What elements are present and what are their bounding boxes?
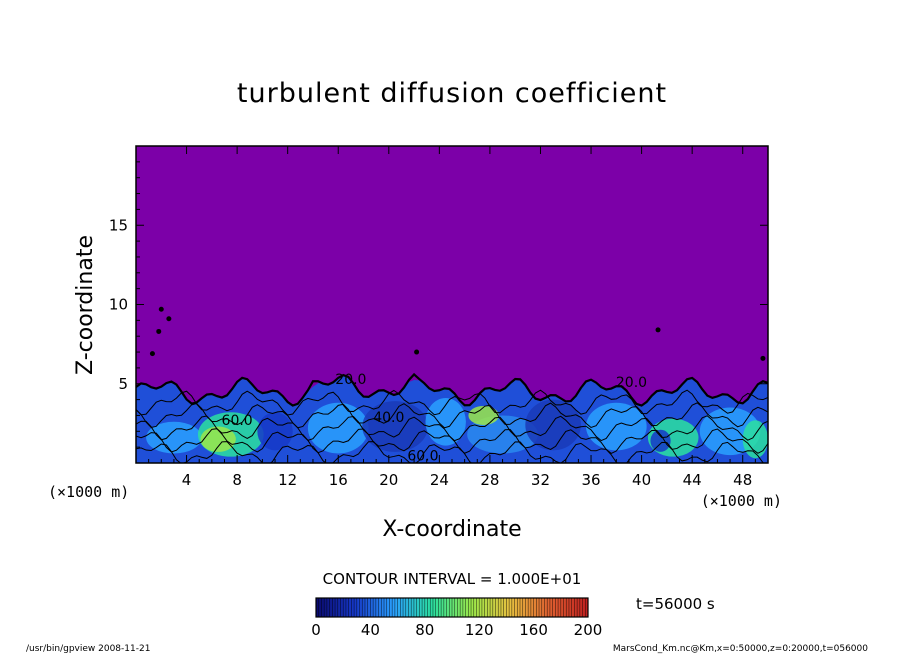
contour-label: 20.0: [616, 375, 647, 391]
eddy-region: [425, 398, 466, 446]
isolated-cell: [158, 306, 164, 312]
x-tick-label: 20: [379, 471, 398, 489]
y-tick-group: 5 10 15: [109, 161, 768, 448]
footer-right: MarsCond_Km.nc@Km,x=0:50000,z=0:20000,t=…: [613, 644, 868, 654]
footer-left: /usr/bin/gpview 2008-11-21: [26, 644, 150, 654]
eddy-region: [362, 401, 428, 452]
contour-line-top: [136, 372, 768, 407]
isolated-cell: [414, 349, 420, 355]
contour-interval-label: CONTOUR INTERVAL = 1.000E+01: [323, 570, 582, 588]
x-tick-label: 44: [683, 471, 702, 489]
colorbar-tick-label: 0: [311, 621, 321, 639]
colorbar-tick-label: 120: [465, 621, 494, 639]
colorbar-tick-label: 200: [574, 621, 603, 639]
contour-line: [136, 415, 768, 442]
eddy-region: [307, 402, 369, 454]
colorbar-tick-label: 80: [415, 621, 434, 639]
x-tick-label: 12: [278, 471, 297, 489]
eddy-region: [257, 412, 293, 451]
field-layer: [136, 306, 768, 463]
x-tick-label: 24: [430, 471, 449, 489]
y-tick-label: 10: [109, 296, 128, 314]
x-tick-label: 8: [232, 471, 242, 489]
eddy-region: [525, 399, 581, 451]
colorbar-tick-label: 160: [519, 621, 548, 639]
contour-label: 60.0: [407, 449, 438, 465]
x-tick-label: 36: [581, 471, 600, 489]
y-axis-label: Z-coordinate: [73, 235, 98, 375]
x-tick-label: 32: [531, 471, 550, 489]
x-axis-label: X-coordinate: [382, 517, 521, 542]
time-label: t=56000 s: [636, 595, 715, 613]
colorbar-frame: [315, 597, 589, 618]
x-tick-label: 28: [480, 471, 499, 489]
colorbar: [315, 597, 589, 618]
x-tick-label: 40: [632, 471, 651, 489]
eddy-region: [468, 405, 499, 425]
eddy-region: [585, 402, 647, 451]
chart-title: turbulent diffusion coefficient: [237, 78, 667, 109]
contour-label: 40.0: [373, 410, 404, 426]
plot-area: 60.0 20.0 20.0 40.0 60.0: [135, 145, 769, 465]
isolated-cell: [760, 355, 766, 361]
x-tick-label: 16: [329, 471, 348, 489]
x-tick-group: 4 8 12 16 20 24 28 32 36 40 44 48: [148, 146, 756, 489]
x-axis-unit: (×1000 m): [701, 492, 782, 510]
contour-label: 60.0: [222, 413, 253, 429]
isolated-cell: [149, 351, 155, 357]
eddy-region: [742, 420, 768, 459]
contour-line: [136, 441, 765, 463]
contour-line: [136, 389, 768, 416]
colorbar-tick-label: 40: [361, 621, 380, 639]
y-tick-label: 15: [109, 216, 128, 234]
isolated-cell: [166, 316, 172, 322]
contour-line: [136, 402, 768, 429]
isolated-cell: [655, 327, 661, 333]
eddy-region: [650, 429, 671, 452]
x-tick-label: 48: [733, 471, 752, 489]
isolated-cell: [156, 328, 162, 334]
colorbar-tick-group: 0 40 80 120 160 200: [311, 621, 602, 639]
x-tick-label: 4: [182, 471, 192, 489]
y-axis-unit: (×1000 m): [48, 483, 129, 501]
y-tick-label: 5: [118, 375, 128, 393]
contour-label: 20.0: [335, 372, 366, 388]
